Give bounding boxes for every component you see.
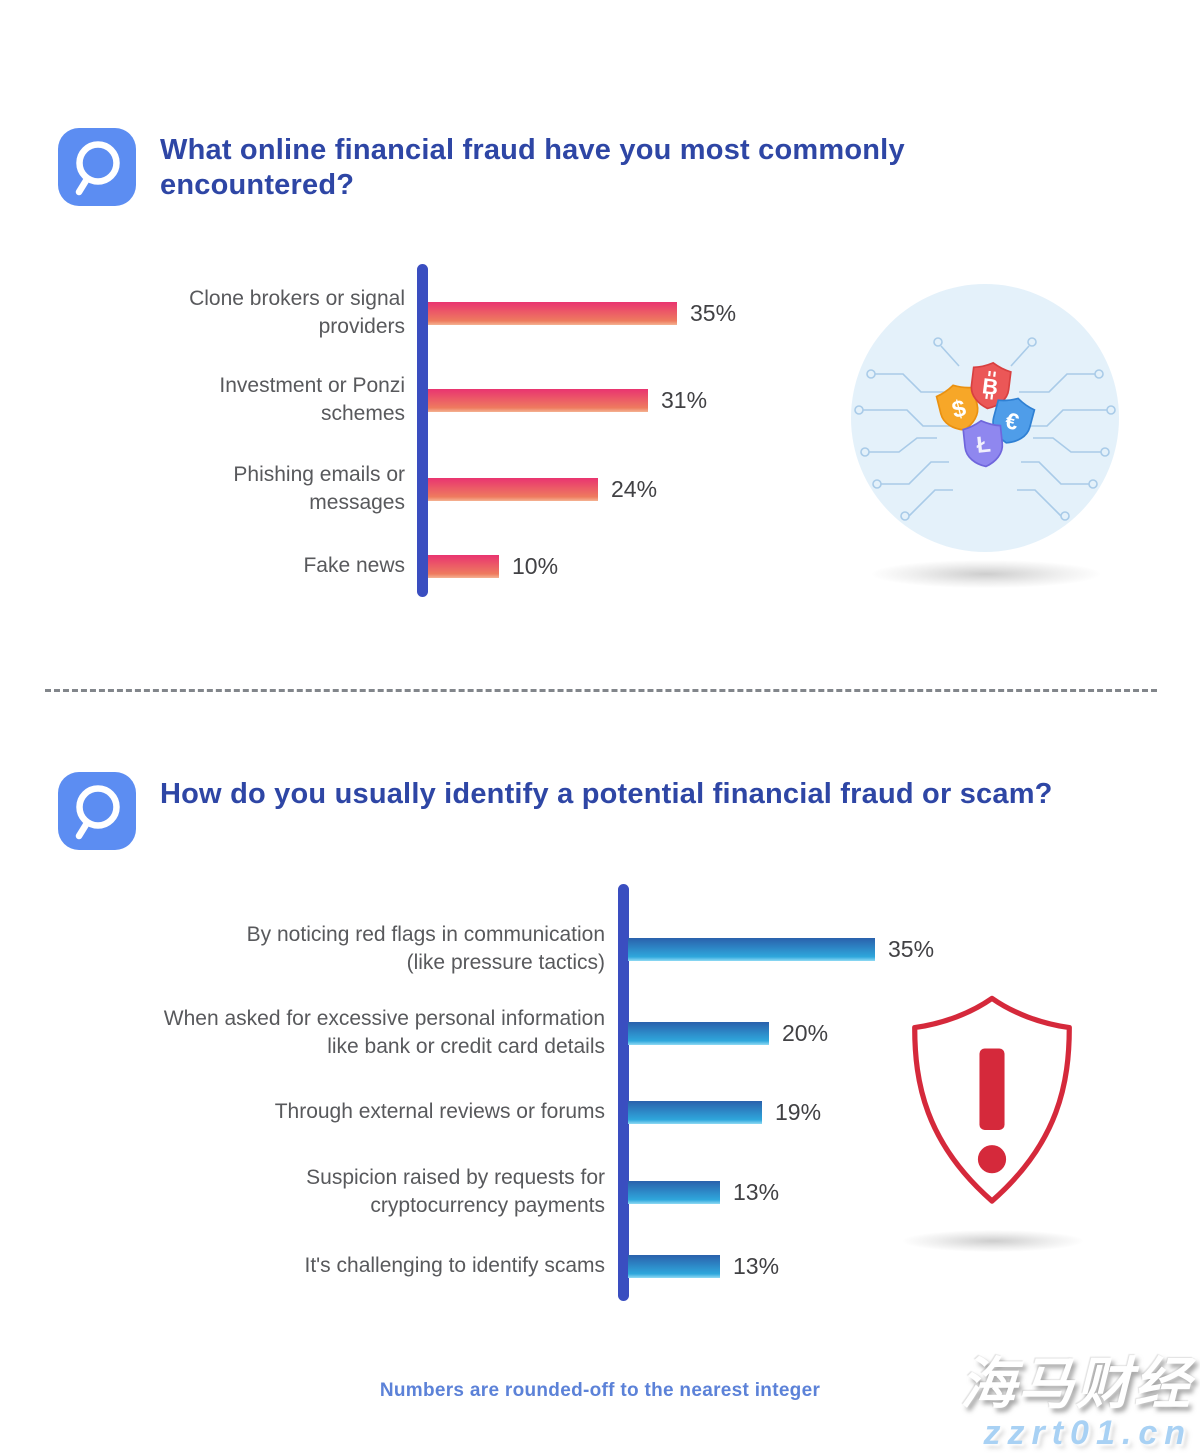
watermark-site: zzrt01.cn (983, 1414, 1192, 1453)
bar-challenging (628, 1254, 720, 1278)
bar-fake-news (428, 554, 499, 578)
value-label: 31% (661, 386, 708, 413)
alert-shield-illustration (898, 990, 1086, 1230)
bitcoin-shield-icon: B (970, 361, 1012, 410)
category-label: Fake news (303, 554, 405, 578)
value-label: 35% (888, 935, 935, 962)
watermark-brand: 海马财经 (960, 1351, 1192, 1415)
bar-clone-brokers (428, 301, 677, 325)
bar-red-flags (628, 937, 875, 961)
bar-phishing (428, 477, 598, 501)
category-label: Suspicion raised by requests for cryptoc… (306, 1166, 605, 1217)
category-label: Clone brokers or signal providers (189, 287, 405, 338)
value-label: 13% (733, 1178, 780, 1205)
footer-note: Numbers are rounded-off to the nearest i… (379, 1380, 821, 1401)
litecoin-shield-icon: Ł (962, 419, 1004, 468)
dollar-shield-icon: $ (935, 384, 979, 431)
bar-ponzi-schemes (428, 388, 648, 412)
question-title-2: How do you usually identify a potential … (160, 778, 1053, 810)
chart-row: By noticing red flags in communication (… (0, 914, 934, 984)
bar-external-reviews (628, 1100, 762, 1124)
currency-circuit-graphic: $ B € Ł (851, 284, 1119, 552)
currency-shields-illustration: $ B € Ł (845, 282, 1125, 587)
svg-text:B: B (981, 373, 1000, 400)
category-label: It's challenging to identify scams (304, 1254, 606, 1278)
value-label: 35% (690, 299, 737, 326)
chart-row: Through external reviews or forums 19% (0, 1077, 821, 1147)
chart-row: Investment or Ponzi schemes 31% (0, 365, 707, 435)
svg-text:Ł: Ł (975, 430, 992, 457)
value-label: 10% (512, 552, 559, 579)
chart-row: Fake news 10% (0, 531, 558, 601)
chart-axis-line (618, 884, 629, 1301)
category-label: Through external reviews or forums (274, 1100, 605, 1124)
category-label: When asked for excessive personal inform… (163, 1007, 605, 1058)
value-label: 13% (733, 1252, 780, 1279)
svg-text:$: $ (949, 395, 968, 424)
fraud-identification-bar-chart: By noticing red flags in communication (… (0, 883, 980, 1308)
question-icon (58, 772, 136, 850)
value-label: 20% (782, 1019, 829, 1046)
chart-row: It's challenging to identify scams 13% (0, 1231, 780, 1301)
chart-row: When asked for excessive personal inform… (0, 998, 828, 1068)
chart-row: Phishing emails or messages 24% (0, 454, 657, 524)
value-label: 24% (611, 475, 658, 502)
bar-crypto-requests (628, 1180, 720, 1204)
question-title-1: What online financial fraud have you mos… (160, 134, 905, 202)
exclamation-shield-icon (912, 995, 1072, 1204)
question-icon (58, 128, 136, 206)
dashed-divider (45, 689, 1157, 692)
illustration-shadow (903, 1230, 1083, 1252)
illustration-shadow (872, 560, 1100, 588)
watermark: 海马财经 zzrt01.cn (960, 1351, 1192, 1453)
magnifier-q-icon (58, 772, 136, 850)
category-label: Investment or Ponzi schemes (219, 374, 405, 425)
bar-excessive-info (628, 1021, 769, 1045)
category-label: By noticing red flags in communication (… (246, 923, 605, 974)
category-label: Phishing emails or messages (233, 463, 405, 514)
magnifier-q-icon (58, 128, 136, 206)
chart-axis-line (417, 264, 428, 597)
value-label: 19% (775, 1098, 822, 1125)
chart-row: Clone brokers or signal providers 35% (0, 278, 736, 348)
fraud-types-bar-chart: Clone brokers or signal providers 35% In… (0, 263, 820, 608)
chart-row: Suspicion raised by requests for cryptoc… (0, 1157, 779, 1227)
euro-shield-icon: € (992, 397, 1036, 444)
